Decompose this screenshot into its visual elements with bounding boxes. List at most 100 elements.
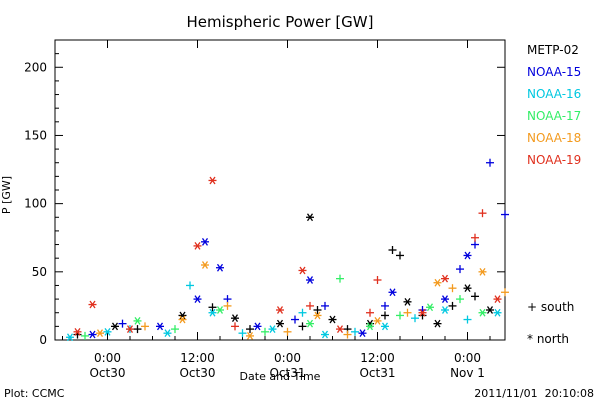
x-tick-label-time: 12:00 [360, 351, 395, 365]
data-point [73, 327, 82, 336]
data-point [336, 274, 344, 283]
data-point [298, 308, 307, 317]
data-point [216, 263, 224, 272]
data-point [396, 251, 404, 260]
legend-entry: NOAA-17 [527, 109, 581, 123]
y-axis-label: P [GW] [0, 176, 13, 214]
star-stroke [246, 332, 254, 340]
star-stroke [306, 276, 314, 284]
data-point [201, 237, 209, 246]
data-point [276, 306, 284, 314]
data-point [433, 278, 442, 287]
data-point [336, 325, 344, 333]
star-stroke [104, 327, 111, 336]
data-point [81, 331, 89, 340]
star-stroke [479, 308, 486, 317]
star-stroke [494, 295, 501, 303]
star-stroke [321, 330, 329, 339]
data-point [171, 325, 179, 334]
star-stroke [329, 315, 336, 324]
data-point [66, 333, 74, 342]
data-point [463, 284, 472, 293]
star-stroke [336, 325, 344, 333]
legend-entry: NOAA-19 [527, 153, 581, 167]
data-point [193, 242, 202, 250]
star-stroke [299, 266, 306, 275]
data-point [478, 308, 487, 317]
data-points [66, 158, 509, 342]
data-point [306, 276, 314, 284]
data-point [253, 322, 262, 331]
data-point [441, 274, 449, 283]
data-point [238, 329, 247, 338]
legend-entry: METP-02 [527, 43, 579, 57]
star-stroke [209, 176, 216, 185]
star-stroke [494, 308, 501, 317]
data-point [501, 288, 509, 297]
data-point [373, 317, 382, 325]
y-axis: 0 50 100 150 200 [24, 53, 505, 347]
star-stroke [306, 319, 314, 328]
data-point [298, 266, 307, 275]
data-point [306, 319, 314, 328]
star-stroke [89, 300, 96, 309]
star-stroke [419, 308, 426, 317]
data-point [381, 301, 389, 310]
data-point [433, 319, 442, 328]
star-stroke [74, 327, 81, 336]
data-point [231, 322, 239, 331]
legend-entry: NOAA-15 [527, 65, 581, 79]
data-point [486, 306, 494, 314]
y-tick-label: 0 [39, 333, 47, 347]
data-point [396, 311, 404, 320]
y-tick-label: 100 [24, 197, 47, 211]
star-stroke [216, 263, 224, 272]
data-point [381, 311, 389, 320]
star-stroke [201, 261, 209, 269]
star-stroke [426, 303, 434, 312]
x-tick-label-date: Nov 1 [450, 366, 485, 380]
data-point [471, 292, 479, 301]
data-point [223, 295, 232, 304]
legend: METP-02 NOAA-15 NOAA-16 NOAA-17 NOAA-18 NOAA-… [527, 43, 581, 167]
x-tick-label-time: 12:00 [180, 351, 215, 365]
data-point [103, 327, 112, 336]
data-point [358, 329, 367, 338]
data-point [456, 265, 464, 274]
star-stroke [486, 306, 494, 314]
data-point [366, 322, 374, 331]
x-tick-label-date: Oct30 [179, 366, 215, 380]
data-point [126, 325, 134, 333]
data-point [111, 322, 119, 331]
data-point [351, 327, 359, 336]
data-point [321, 301, 329, 310]
data-point [426, 303, 434, 312]
star-stroke [276, 319, 284, 328]
star-stroke [201, 237, 209, 246]
legend-entry: NOAA-16 [527, 87, 581, 101]
data-point [118, 319, 127, 328]
data-point [441, 306, 449, 314]
star-stroke [269, 325, 276, 333]
data-point [178, 311, 187, 320]
y-tick-label: 50 [32, 265, 47, 279]
star-stroke [209, 308, 216, 317]
plot-credit: Plot: CCMC [4, 387, 65, 400]
data-point [478, 267, 487, 276]
data-point [246, 325, 254, 334]
data-point [208, 308, 217, 317]
star-stroke [89, 330, 96, 339]
plot-timestamp: 2011/11/01 20:10:08 [474, 387, 594, 400]
star-stroke [216, 306, 224, 314]
data-point [388, 246, 397, 254]
data-point [403, 297, 412, 306]
star-stroke [464, 284, 471, 293]
data-point [313, 306, 322, 314]
data-point [493, 308, 502, 317]
data-point [448, 301, 457, 310]
star-stroke [111, 322, 119, 331]
data-point [298, 322, 307, 331]
legend-entry: NOAA-18 [527, 131, 581, 145]
data-point [178, 315, 187, 324]
